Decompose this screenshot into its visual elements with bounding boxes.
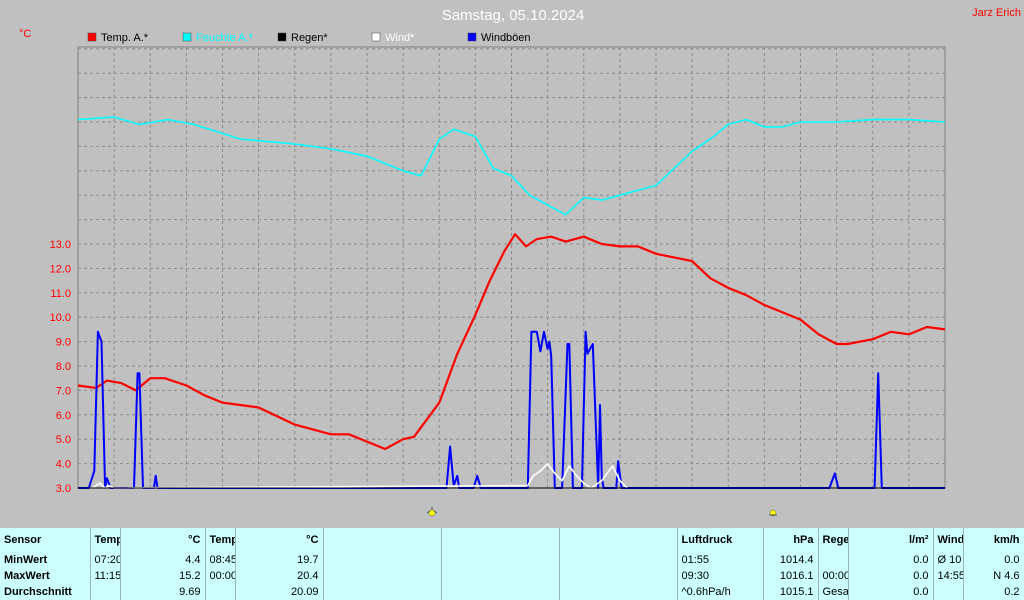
series-line-feuchtea (77, 116, 946, 216)
plot-area: 3.0 4.0 5.0 6.0 7.0 8.0 9.0 10.0 11.0 12.0 13.0 (50, 46, 946, 495)
series-line-wind (92, 462, 628, 489)
empty-cell (559, 568, 678, 584)
statistics-table: Sensor Temp. A. °C Temp. I. °C Luftdruck… (0, 528, 1024, 600)
y-tick-label: 8.0 (56, 361, 71, 373)
regen-min-value: 0.0 (848, 552, 934, 568)
luftdruck-min-time: 01:55 (677, 552, 764, 568)
wind-header: Wind (933, 528, 964, 552)
wind-day-avg-value: 0.2 (963, 584, 1024, 600)
luftdruck-avg-value: 1015.1 (763, 584, 819, 600)
y-tick-label: 4.0 (56, 459, 71, 471)
wind-avg-label: Ø 10 min. (933, 552, 964, 568)
temp-a-min-value: 4.4 (120, 552, 206, 568)
y-tick-label: 13.0 (50, 239, 71, 251)
empty-cell (441, 528, 560, 552)
empty-cell (323, 568, 442, 584)
legend: Temp. A.* Feuchte A.* Regen* Wind* Windböen (87, 32, 531, 44)
chart-title: Samstag, 05.10.2024 (442, 7, 585, 24)
regen-total-value: 0.0 (848, 584, 934, 600)
row-label-avg: Durchschnitt (0, 584, 91, 600)
legend-swatch (277, 32, 287, 42)
temp-i-avg-time (205, 584, 236, 600)
empty-cell (323, 584, 442, 600)
legend-label: Feuchte A.* (196, 32, 254, 44)
luftdruck-unit: hPa (763, 528, 819, 552)
empty-cell (559, 584, 678, 600)
temp-a-max-value: 15.2 (120, 568, 206, 584)
luftdruck-trend: ^0.6hPa/h (677, 584, 764, 600)
author-label: Jarz Erich (972, 7, 1021, 19)
wind-max-value: N 4.6 (963, 568, 1024, 584)
sunset-icon (769, 509, 777, 517)
row-label-max: MaxWert (0, 568, 91, 584)
temp-a-max-time: 11:15 (90, 568, 121, 584)
sun-markers (426, 507, 777, 517)
weather-chart: Samstag, 05.10.2024 Jarz Erich °C Temp. … (19, 7, 1021, 517)
temp-i-max-value: 20.4 (235, 568, 324, 584)
temp-i-header: Temp. I. (205, 528, 236, 552)
legend-swatch (182, 32, 192, 42)
empty-cell (441, 584, 560, 600)
empty-cell (441, 568, 560, 584)
luftdruck-header: Luftdruck (677, 528, 764, 552)
temp-i-min-time: 08:45 (205, 552, 236, 568)
regen-unit: l/m² (848, 528, 934, 552)
y-tick-label: 3.0 (56, 483, 71, 495)
y-tick-label: 12.0 (50, 263, 71, 275)
legend-label: Wind* (385, 32, 415, 44)
legend-swatch (371, 32, 381, 42)
wind-unit: km/h (963, 528, 1024, 552)
legend-label: Windböen (481, 32, 531, 44)
regen-max-time: 00:00 (818, 568, 849, 584)
empty-cell (559, 528, 678, 552)
series-line-tempa (77, 233, 946, 451)
temp-a-min-time: 07:20 (90, 552, 121, 568)
wind-avg-value: 0.0 (963, 552, 1024, 568)
luftdruck-min-value: 1014.4 (763, 552, 819, 568)
legend-label: Temp. A.* (101, 32, 149, 44)
y-axis-unit: °C (19, 28, 31, 40)
empty-cell (323, 552, 442, 568)
regen-header: Regen (818, 528, 849, 552)
y-tick-label: 7.0 (56, 385, 71, 397)
row-label-min: MinWert (0, 552, 91, 568)
temp-i-max-time: 00:00 (205, 568, 236, 584)
empty-cell (441, 552, 560, 568)
regen-min-time (818, 552, 849, 568)
temp-a-avg-value: 9.69 (120, 584, 206, 600)
empty-cell (323, 528, 442, 552)
y-tick-label: 10.0 (50, 312, 71, 324)
empty-cell (559, 552, 678, 568)
temp-a-unit: °C (120, 528, 206, 552)
wind-avg-time (933, 584, 964, 600)
sensor-header: Sensor (0, 528, 91, 552)
temp-i-avg-value: 20.09 (235, 584, 324, 600)
regen-max-value: 0.0 (848, 568, 934, 584)
temp-a-avg-time (90, 584, 121, 600)
legend-label: Regen* (291, 32, 328, 44)
legend-swatch (467, 32, 477, 42)
luftdruck-max-value: 1016.1 (763, 568, 819, 584)
sunrise-icon (426, 507, 438, 517)
temp-i-unit: °C (235, 528, 324, 552)
y-tick-label: 6.0 (56, 410, 71, 422)
legend-swatch (87, 32, 97, 42)
luftdruck-max-time: 09:30 (677, 568, 764, 584)
y-tick-label: 5.0 (56, 434, 71, 446)
wind-max-time: 14:55 (933, 568, 964, 584)
y-tick-label: 11.0 (50, 288, 71, 300)
y-tick-label: 9.0 (56, 337, 71, 349)
temp-i-min-value: 19.7 (235, 552, 324, 568)
temp-a-header: Temp. A. (90, 528, 121, 552)
regen-total-label: Gesamt: (818, 584, 849, 600)
